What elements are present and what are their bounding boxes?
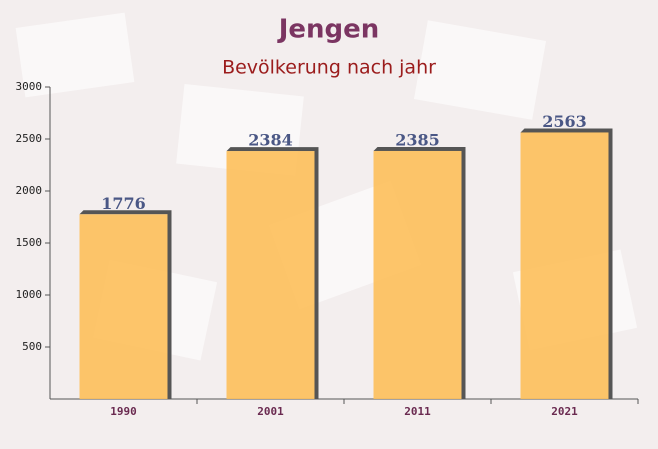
y-tick-label: 1000 xyxy=(16,288,43,301)
value-label: 2563 xyxy=(542,112,587,131)
x-tick-label: 2021 xyxy=(551,405,578,418)
y-tick-label: 500 xyxy=(22,340,42,353)
y-tick-label: 2500 xyxy=(16,132,43,145)
bar xyxy=(520,132,609,399)
value-label: 2385 xyxy=(395,130,440,149)
bar xyxy=(226,151,315,399)
chart-subtitle: Bevölkerung nach jahr xyxy=(222,57,436,79)
x-tick-label: 2011 xyxy=(404,405,431,418)
y-tick-label: 1500 xyxy=(16,236,43,249)
y-tick-label: 2000 xyxy=(16,184,43,197)
x-tick-label: 1990 xyxy=(110,405,137,418)
bar xyxy=(79,214,168,399)
chart-title: Jengen xyxy=(277,15,380,45)
y-tick-label: 3000 xyxy=(16,80,43,93)
x-tick-label: 2001 xyxy=(257,405,284,418)
bar xyxy=(373,150,462,399)
value-label: 1776 xyxy=(101,194,146,213)
value-label: 2384 xyxy=(248,131,293,150)
